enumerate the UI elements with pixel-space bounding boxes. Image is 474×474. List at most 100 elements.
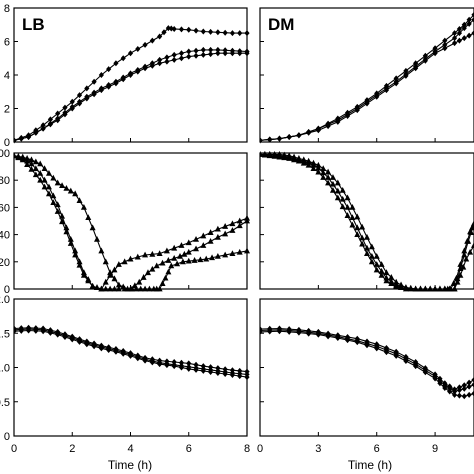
data-point xyxy=(402,285,409,292)
panel-label-dm: DM xyxy=(268,15,294,34)
data-point xyxy=(329,180,336,187)
data-point xyxy=(310,165,317,172)
data-point xyxy=(178,364,185,371)
data-point xyxy=(325,174,332,180)
x-tick-label: 0 xyxy=(11,443,17,455)
data-point xyxy=(18,135,24,142)
axes-frame xyxy=(259,152,474,290)
data-point xyxy=(320,169,327,176)
data-point xyxy=(349,221,356,228)
data-point xyxy=(315,161,322,168)
data-point xyxy=(354,224,361,231)
data-point xyxy=(164,58,170,65)
data-point xyxy=(315,168,322,175)
data-point xyxy=(276,328,283,335)
data-point xyxy=(159,280,166,286)
data-point xyxy=(461,382,467,389)
data-point xyxy=(456,25,463,32)
panel-label-lb: LB xyxy=(22,15,45,34)
data-point xyxy=(28,156,35,163)
panel-dm-row-3: 0 3 6 9 xyxy=(257,298,474,455)
data-point xyxy=(55,110,61,117)
data-point xyxy=(432,50,438,57)
data-point xyxy=(339,203,346,210)
data-point xyxy=(200,242,207,248)
series-3 xyxy=(260,150,474,292)
data-point xyxy=(174,260,181,267)
y-tick-label: 0 xyxy=(4,284,10,296)
data-point xyxy=(451,35,458,42)
data-point xyxy=(276,153,283,160)
data-point xyxy=(89,224,96,231)
data-point xyxy=(286,133,292,140)
data-point xyxy=(471,16,474,23)
data-point xyxy=(237,50,243,57)
data-point xyxy=(168,262,175,269)
data-point xyxy=(461,35,467,42)
data-point xyxy=(41,183,48,190)
data-point xyxy=(349,214,356,220)
data-point xyxy=(334,194,341,201)
data-point xyxy=(171,244,178,251)
data-point xyxy=(222,371,228,378)
panel-dm-row-1 xyxy=(259,7,474,143)
data-point xyxy=(76,338,83,345)
data-point xyxy=(142,41,148,48)
data-point xyxy=(28,160,35,167)
plot-area-dm-row-1 xyxy=(260,11,474,144)
data-point xyxy=(149,265,156,272)
data-point xyxy=(349,204,356,210)
y-tick-label: 80 xyxy=(0,175,10,187)
data-point xyxy=(80,204,87,210)
data-point xyxy=(222,223,229,229)
data-point xyxy=(244,374,250,381)
data-point xyxy=(120,350,126,357)
data-point xyxy=(451,285,458,292)
data-point xyxy=(244,30,250,37)
data-point xyxy=(171,51,177,58)
data-point xyxy=(214,233,221,240)
data-point xyxy=(437,380,443,387)
data-point xyxy=(471,390,474,397)
data-point xyxy=(413,60,419,67)
data-point xyxy=(69,105,75,112)
data-point xyxy=(142,357,148,364)
data-point xyxy=(215,29,221,36)
data-point xyxy=(403,357,409,364)
panel-dm-row-2 xyxy=(259,152,474,290)
data-point xyxy=(466,379,472,386)
data-point xyxy=(54,208,61,214)
x-tick-label: 2 xyxy=(69,443,75,455)
series-2 xyxy=(14,152,250,292)
data-point xyxy=(359,240,366,247)
data-point xyxy=(306,129,312,136)
data-point xyxy=(456,392,463,399)
data-point xyxy=(171,363,177,370)
data-point xyxy=(159,259,166,266)
data-point xyxy=(63,184,70,191)
data-point xyxy=(115,261,122,267)
data-point xyxy=(447,388,453,395)
plot-area-dm-row-3 xyxy=(260,325,474,400)
data-point xyxy=(335,335,341,342)
data-point xyxy=(222,251,229,258)
data-point xyxy=(267,136,273,143)
y-tick-label: 20 xyxy=(0,257,10,269)
data-point xyxy=(98,72,104,78)
plot-area-lb-row-3 xyxy=(14,324,250,381)
data-point xyxy=(146,285,153,292)
data-point xyxy=(191,257,198,263)
data-point xyxy=(25,327,32,334)
data-point xyxy=(393,80,399,87)
data-point xyxy=(115,285,122,292)
data-point xyxy=(329,174,336,180)
data-point xyxy=(200,367,206,374)
data-point xyxy=(329,187,336,193)
data-point xyxy=(359,234,366,241)
series-2 xyxy=(260,16,474,144)
data-point xyxy=(368,243,375,250)
data-point xyxy=(374,345,380,352)
data-point xyxy=(451,30,458,37)
data-point xyxy=(471,30,474,37)
data-point xyxy=(134,253,141,260)
